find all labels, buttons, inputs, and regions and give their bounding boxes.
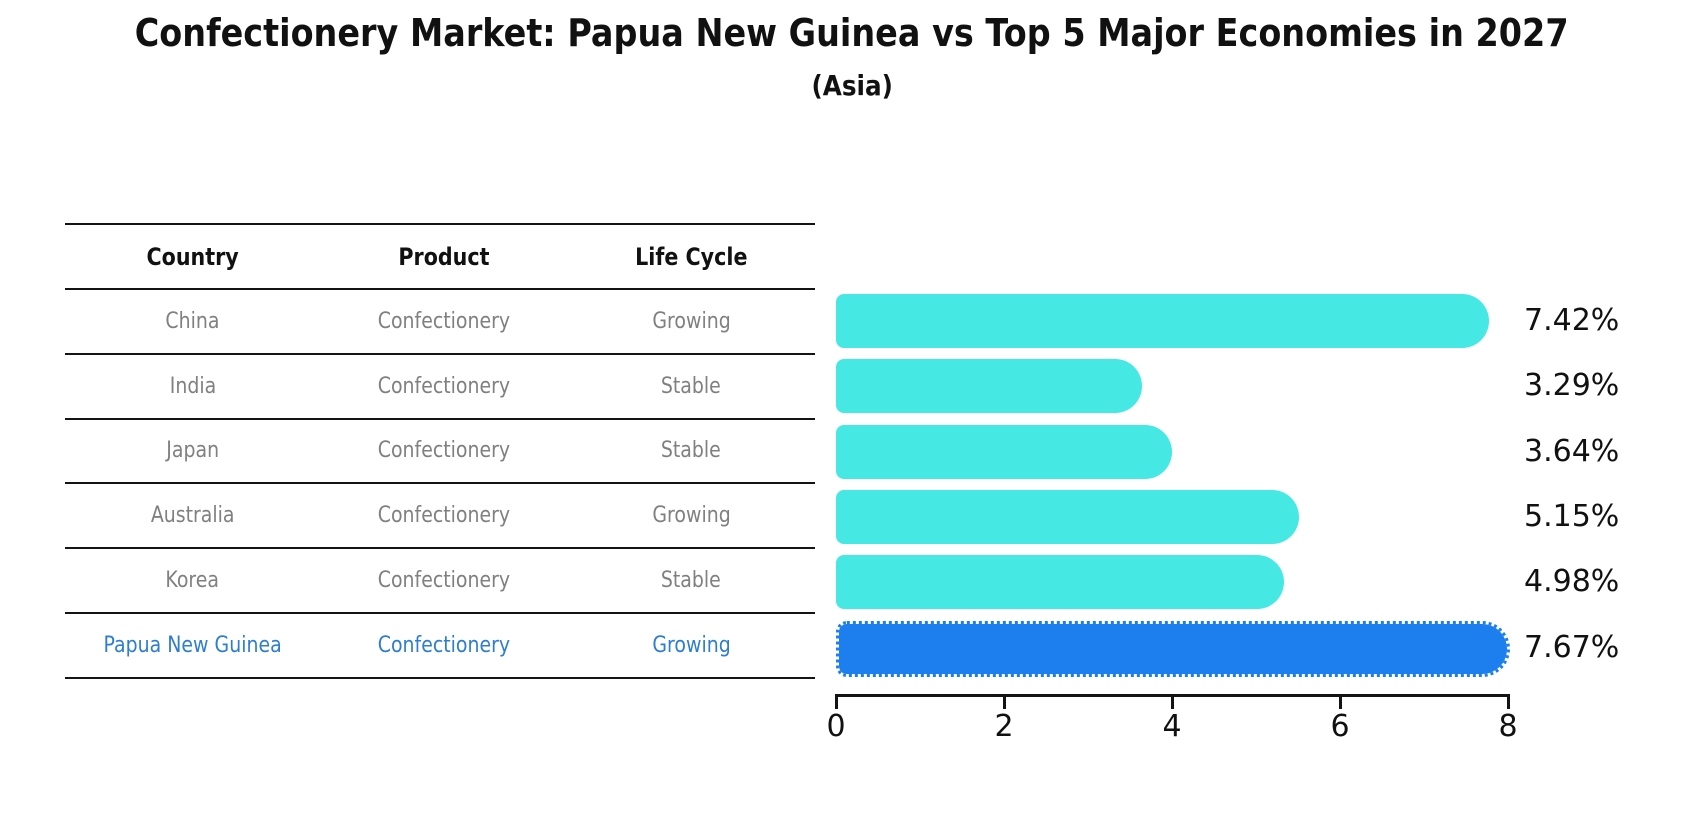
- country-cell: India: [169, 373, 216, 399]
- life-cycle-cell: Stable: [661, 373, 722, 399]
- value-label: 7.42%: [1524, 303, 1620, 339]
- country-cell: Korea: [165, 568, 220, 594]
- x-axis-tick-label: 6: [1330, 709, 1350, 744]
- x-axis-tick: [1171, 694, 1174, 709]
- life-cycle-cell: Growing: [652, 632, 731, 658]
- country-cell: Japan: [166, 438, 219, 464]
- life-cycle-cell: Stable: [661, 568, 722, 594]
- page-title: Confectionery Market: Papua New Guinea v…: [0, 10, 1704, 56]
- value-label: 3.64%: [1524, 433, 1620, 469]
- life-cycle-cell: Growing: [652, 308, 731, 334]
- x-axis-tick-label: 4: [1162, 709, 1182, 744]
- bar-korea: [836, 555, 1285, 610]
- x-axis-tick-label: 2: [994, 709, 1014, 744]
- page-title-text: Confectionery Market: Papua New Guinea v…: [135, 11, 1569, 55]
- bar-papua-new-guinea: [836, 620, 1511, 677]
- product-cell: Confectionery: [377, 503, 510, 529]
- page-subtitle-text: (Asia): [811, 69, 893, 102]
- value-label: 7.67%: [1524, 629, 1620, 665]
- x-axis-tick: [1003, 694, 1006, 709]
- x-axis-tick: [1507, 694, 1510, 709]
- country-cell: Australia: [150, 503, 235, 529]
- x-axis-tick-label: 8: [1498, 709, 1518, 744]
- table-row-china: China Confectionery Growing: [65, 290, 815, 355]
- product-cell: Confectionery: [377, 632, 510, 658]
- product-cell: Confectionery: [377, 308, 510, 334]
- table-row-australia: Australia Confectionery Growing: [65, 484, 815, 550]
- bar-china: [836, 294, 1490, 349]
- page-subtitle: (Asia): [0, 68, 1704, 104]
- bar-india: [836, 359, 1143, 414]
- product-cell: Confectionery: [377, 373, 510, 399]
- country-cell: Papua New Guinea: [103, 632, 282, 658]
- table-row-japan: Japan Confectionery Stable: [65, 420, 815, 485]
- life-cycle-cell: Stable: [661, 438, 722, 464]
- bar-australia: [836, 490, 1299, 545]
- column-header-life-cycle: Life Cycle: [635, 242, 748, 271]
- column-header-product: Product: [398, 242, 490, 271]
- country-cell: China: [165, 308, 220, 334]
- value-label: 5.15%: [1524, 499, 1620, 535]
- x-axis-tick: [1339, 694, 1342, 709]
- table-row-korea: Korea Confectionery Stable: [65, 549, 815, 614]
- value-label: 3.29%: [1524, 368, 1620, 404]
- value-label: 4.98%: [1524, 564, 1620, 600]
- bar-japan: [836, 424, 1172, 479]
- country-table: Country Product Life Cycle China Confect…: [65, 223, 815, 679]
- table-row-papua-new-guinea: Papua New Guinea Confectionery Growing: [65, 614, 815, 679]
- product-cell: Confectionery: [377, 438, 510, 464]
- table-header-row: Country Product Life Cycle: [65, 223, 815, 290]
- column-header-country: Country: [146, 242, 239, 271]
- x-axis-tick-label: 0: [826, 709, 846, 744]
- product-cell: Confectionery: [377, 568, 510, 594]
- x-axis-tick: [835, 694, 838, 709]
- life-cycle-cell: Growing: [652, 503, 731, 529]
- table-row-india: India Confectionery Stable: [65, 355, 815, 420]
